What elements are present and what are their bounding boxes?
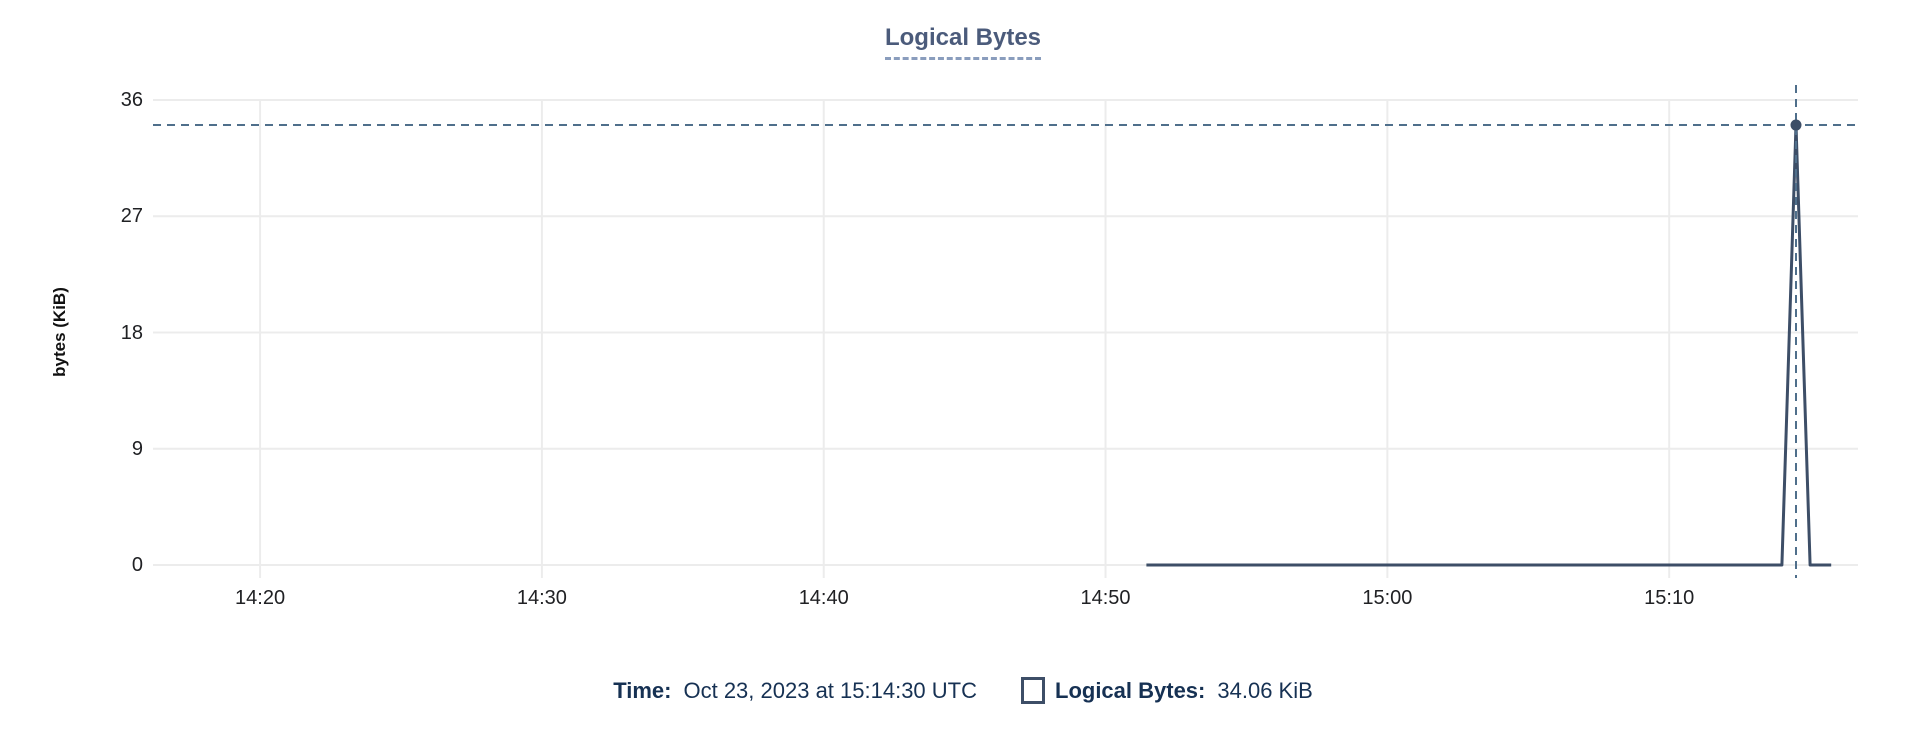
y-tick-label: 9 — [131, 437, 143, 460]
x-tick-label: 15:10 — [1644, 587, 1695, 609]
y-tick-label: 0 — [131, 554, 143, 576]
series-legend-swatch-icon — [1021, 677, 1045, 704]
readout-series-value: 34.06 KiB — [1217, 677, 1313, 703]
readout-time-value: Oct 23, 2023 at 15:14:30 UTC — [683, 677, 977, 703]
chart-title-row: Logical Bytes — [0, 24, 1926, 60]
y-tick-label: 27 — [120, 205, 143, 228]
x-tick-label: 15:00 — [1362, 587, 1413, 609]
hover-readout: Time: Oct 23, 2023 at 15:14:30 UTC Logic… — [0, 677, 1926, 704]
data-point-marker — [1790, 119, 1802, 131]
readout-time-label: Time: — [613, 677, 672, 703]
chart-title[interactable]: Logical Bytes — [884, 24, 1042, 60]
x-tick-label: 14:50 — [1080, 587, 1131, 609]
y-tick-label: 36 — [120, 89, 143, 111]
series-line-logical-bytes — [1146, 123, 1832, 567]
y-tick-label: 18 — [120, 321, 143, 344]
x-tick-label: 14:20 — [235, 587, 286, 609]
x-tick-label: 14:30 — [516, 587, 567, 609]
x-tick-label: 14:40 — [798, 587, 849, 609]
readout-series-label: Logical Bytes: — [1055, 677, 1206, 703]
plot-area[interactable] — [0, 0, 1926, 640]
